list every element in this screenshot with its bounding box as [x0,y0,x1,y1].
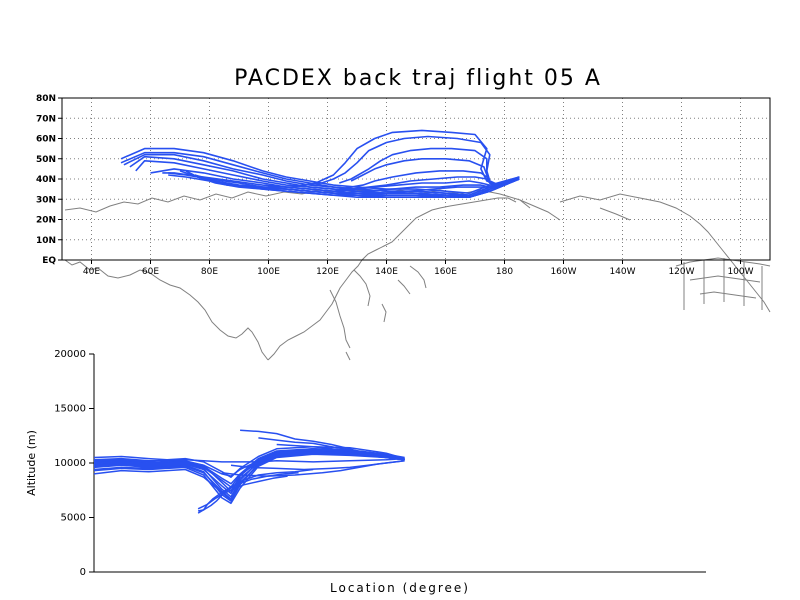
map-x-tick-labels: 40E 60E 80E 100E 120E 140E 160E 180 160W 140W 120W… [83,260,754,277]
altitude-trajectories [93,429,405,514]
map-y-tick-label: 50N [36,155,56,165]
map-x-tick-label: 100W [727,267,753,277]
altitude-trajectory-line [93,453,405,505]
chart-title: PACDEX back traj flight 05 A [234,66,602,91]
altitude-y-tick-label: 15000 [54,404,86,415]
map-x-tick-label: 140W [609,267,635,277]
altitude-trajectory-line [221,460,405,477]
altitude-trajectory-line [197,468,314,512]
altitude-y-axis-label: Altitude (m) [25,430,38,496]
map-y-tick-label: 40N [36,175,56,185]
map-trajectory-line [185,170,520,198]
altitude-plot: 0 5000 10000 15000 20000 Altitude (m) Locati… [25,349,706,595]
map-x-tick-label: 80E [201,267,218,277]
altitude-y-tick-labels: 0 5000 10000 15000 20000 [54,349,94,578]
map-trajectory-line [362,178,520,194]
map-y-tick-label: 70N [36,114,56,124]
altitude-y-tick-label: 0 [80,567,86,578]
map-y-tick-labels: EQ 10N 20N 30N 40N 50N 60N 70N 80N [36,94,62,266]
altitude-trajectory-line [93,452,405,500]
map-frame [61,97,771,261]
map-x-tick-label: 160W [550,267,576,277]
map-y-tick-label: 60N [36,135,56,145]
altitude-trajectory-line [197,472,299,514]
map-x-tick-label: 140E [375,267,398,277]
altitude-trajectory-line [197,475,288,510]
map-x-tick-label: 160E [434,267,457,277]
map-gridlines [62,98,770,260]
map-y-tick-label: 20N [36,216,56,226]
map-x-tick-label: 60E [142,267,159,277]
map-coastlines [64,189,771,361]
altitude-trajectory-line [276,443,405,461]
altitude-y-tick-label: 10000 [54,458,86,469]
map-y-tick-label: 10N [36,236,56,246]
map-x-tick-label: 100E [257,267,280,277]
altitude-y-tick-label: 5000 [61,513,86,524]
map-x-tick-label: 180 [496,267,513,277]
map-x-tick-label: 120W [668,267,694,277]
trajectory-map: 40E 60E 80E 100E 120E 140E 160E 180 160W 140W 120W… [36,94,771,361]
map-y-tick-label: 30N [36,195,56,205]
map-x-tick-label: 120E [316,267,339,277]
altitude-trajectory-line [93,449,405,477]
map-y-tick-label: EQ [42,256,56,266]
altitude-trajectory-line [93,457,405,463]
map-trajectory-line [339,178,520,192]
map-trajectories [120,129,520,198]
map-trajectory-line [123,153,520,196]
altitude-x-axis-label: Location (degree) [330,581,470,595]
map-x-tick-label: 40E [83,267,100,277]
altitude-y-tick-label: 20000 [54,349,86,360]
map-y-tick-label: 80N [36,94,56,104]
